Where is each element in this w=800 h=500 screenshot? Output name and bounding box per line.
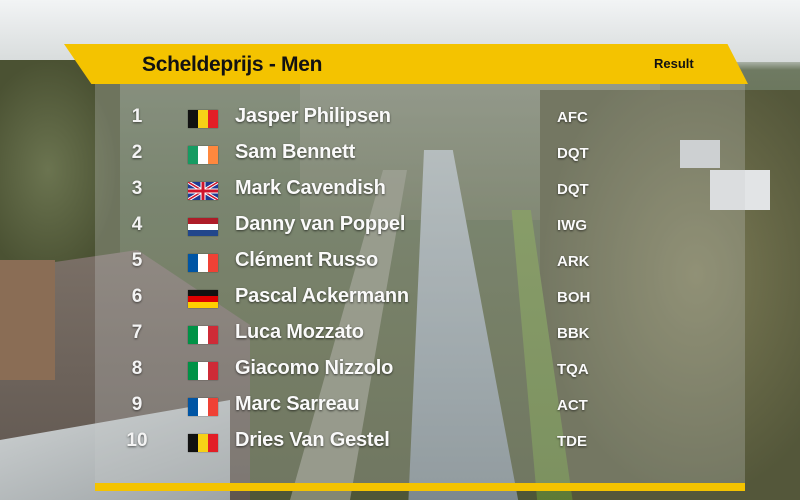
netherlands-flag-icon bbox=[188, 218, 218, 236]
rider-name: Giacomo Nizzolo bbox=[235, 357, 394, 379]
result-row: 4 Danny van Poppel IWG bbox=[95, 210, 745, 242]
result-row: 5 Clément Russo ARK bbox=[95, 246, 745, 278]
rider-name: Mark Cavendish bbox=[235, 177, 386, 199]
rider-name: Pascal Ackermann bbox=[235, 285, 409, 307]
italy-flag-icon bbox=[188, 326, 218, 344]
position: 3 bbox=[131, 178, 143, 199]
position: 7 bbox=[131, 322, 143, 343]
italy-flag-icon bbox=[188, 362, 218, 380]
position: 2 bbox=[131, 142, 143, 163]
france-flag-icon bbox=[188, 254, 218, 272]
result-row: 9 Marc Sarreau ACT bbox=[95, 390, 745, 422]
team-code: DQT bbox=[557, 145, 589, 162]
ireland-flag-icon bbox=[188, 146, 218, 164]
team-code: TDE bbox=[557, 433, 587, 450]
france-flag-icon bbox=[188, 398, 218, 416]
race-title: Scheldeprijs - Men bbox=[142, 53, 323, 76]
team-code: DQT bbox=[557, 181, 589, 198]
rider-name: Danny van Poppel bbox=[235, 213, 406, 235]
position: 6 bbox=[131, 286, 143, 307]
position: 1 bbox=[131, 106, 143, 127]
trees-right bbox=[540, 90, 800, 500]
rider-name: Luca Mozzato bbox=[235, 321, 364, 343]
status-label: Result bbox=[654, 56, 694, 71]
result-row: 1 Jasper Philipsen AFC bbox=[95, 102, 745, 134]
result-row: 8 Giacomo Nizzolo TQA bbox=[95, 354, 745, 386]
rider-name: Dries Van Gestel bbox=[235, 429, 390, 451]
position: 10 bbox=[126, 430, 148, 451]
footer-bar bbox=[95, 483, 745, 491]
result-row: 7 Luca Mozzato BBK bbox=[95, 318, 745, 350]
rider-name: Clément Russo bbox=[235, 249, 378, 271]
rider-name: Sam Bennett bbox=[235, 141, 356, 163]
team-code: ARK bbox=[557, 253, 590, 270]
position: 5 bbox=[131, 250, 143, 271]
position: 9 bbox=[131, 394, 143, 415]
team-code: BBK bbox=[557, 325, 590, 342]
header-bar bbox=[64, 44, 748, 84]
germany-flag-icon bbox=[188, 290, 218, 308]
result-row: 3 Mark Cavendish DQT bbox=[95, 174, 745, 206]
trees-left bbox=[0, 60, 120, 280]
house bbox=[680, 140, 720, 168]
result-row: 2 Sam Bennett DQT bbox=[95, 138, 745, 170]
united-kingdom-flag-icon bbox=[188, 182, 218, 200]
team-code: AFC bbox=[557, 109, 588, 126]
house bbox=[710, 170, 770, 210]
rider-name: Jasper Philipsen bbox=[235, 105, 391, 127]
belgium-flag-icon bbox=[188, 434, 218, 452]
result-row: 6 Pascal Ackermann BOH bbox=[95, 282, 745, 314]
building bbox=[0, 260, 55, 380]
belgium-flag-icon bbox=[188, 110, 218, 128]
position: 8 bbox=[131, 358, 143, 379]
position: 4 bbox=[131, 214, 143, 235]
team-code: BOH bbox=[557, 289, 591, 306]
team-code: ACT bbox=[557, 397, 588, 414]
rider-name: Marc Sarreau bbox=[235, 393, 360, 415]
result-row: 10 Dries Van Gestel TDE bbox=[95, 426, 745, 458]
team-code: TQA bbox=[557, 361, 589, 378]
team-code: IWG bbox=[557, 217, 587, 234]
